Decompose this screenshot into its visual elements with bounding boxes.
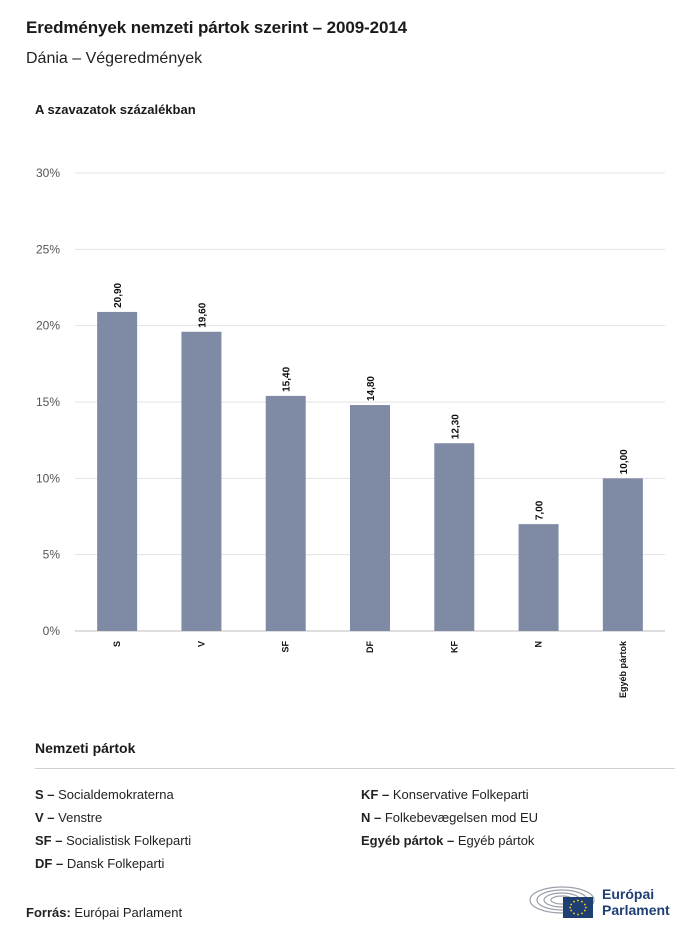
x-tick-label: N [534,641,544,648]
logo-wordmark: Európai Parlament [602,886,670,918]
bar-chart: 0% 5% 10% 15% 20% 25% 30% 20,90 S 19,60 V 15,40 SF 14… [36,166,665,698]
x-tick-label: KF [449,641,459,653]
bar [265,395,306,631]
data-label: 19,60 [197,302,208,327]
x-tick-label: S [112,641,122,647]
legend-item-egyeb: Egyéb pártok – Egyéb pártok [361,833,535,848]
y-tick-label: 5% [43,548,61,562]
y-tick-label: 0% [43,624,61,638]
y-tick-label: 25% [36,242,60,256]
data-label: 20,90 [113,282,124,307]
chart-title: Eredmények nemzeti pártok szerint – 2009… [26,18,408,37]
x-tick-label: DF [365,641,375,653]
chart-subtitle: Dánia – Végeredmények [26,50,203,67]
source-note: Forrás: Európai Parlament [26,905,183,920]
bar [602,478,643,631]
european-parliament-logo [529,886,595,918]
bar [97,311,138,631]
legend-divider [35,768,675,769]
y-tick-label: 10% [36,471,60,485]
legend-item-kf: KF – Konservative Folkeparti [361,787,529,802]
legend-item-v: V – Venstre [35,810,103,825]
data-label: 14,80 [366,376,377,401]
data-label: 15,40 [282,366,293,391]
bar [350,405,390,631]
bar [518,524,559,631]
x-tick-label: Egyéb pártok [618,640,628,698]
y-axis-label: A szavazatok százalékban [35,102,196,117]
y-tick-label: 30% [36,166,60,180]
y-tick-label: 20% [36,319,60,333]
x-tick-label: SF [281,641,291,653]
data-label: 10,00 [619,449,630,474]
data-label: 12,30 [450,414,461,439]
x-tick-label: V [196,641,206,647]
y-tick-label: 15% [36,395,60,409]
legend-item-s: S – Socialdemokraterna [35,787,174,802]
data-label: 7,00 [535,500,546,520]
legend-title: Nemzeti pártok [35,740,136,756]
bar [181,331,222,631]
legend-item-sf: SF – Socialistisk Folkeparti [35,833,192,848]
bar [434,443,475,631]
legend-item-n: N – Folkebevægelsen mod EU [361,810,539,825]
legend-item-df: DF – Dansk Folkeparti [35,856,165,871]
